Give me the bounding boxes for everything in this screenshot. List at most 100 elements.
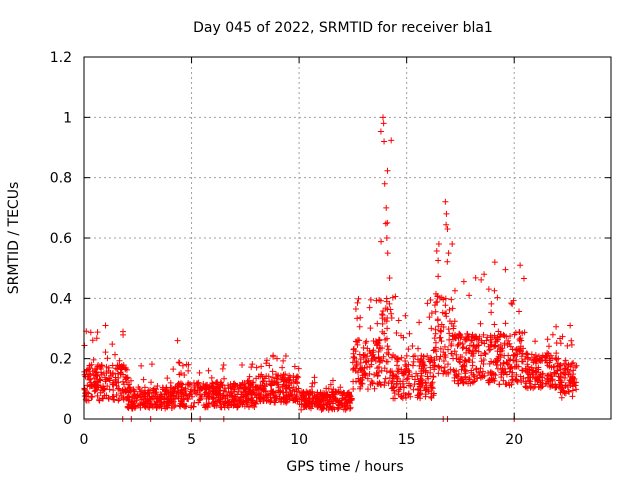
data-point <box>366 304 373 311</box>
data-point <box>329 377 336 384</box>
data-point <box>220 393 227 400</box>
data-point <box>545 350 552 357</box>
data-point <box>379 312 386 319</box>
data-point <box>391 395 398 402</box>
data-point <box>277 388 284 395</box>
data-point <box>156 403 163 410</box>
data-point <box>151 385 158 392</box>
data-point <box>125 381 132 388</box>
data-point <box>279 364 286 371</box>
data-point <box>379 320 386 327</box>
data-point <box>494 294 501 301</box>
data-point <box>440 358 447 365</box>
data-point <box>478 276 485 283</box>
data-point <box>138 390 145 397</box>
data-point <box>197 391 204 398</box>
data-point <box>129 398 136 405</box>
data-point <box>179 362 186 369</box>
data-point <box>407 393 414 400</box>
data-points <box>81 114 580 422</box>
data-point <box>478 358 485 365</box>
data-point <box>293 393 300 400</box>
data-point <box>272 393 279 400</box>
data-point <box>515 346 522 353</box>
data-point <box>507 332 514 339</box>
data-point <box>411 352 418 359</box>
data-point <box>457 359 464 366</box>
data-point <box>364 375 371 382</box>
data-point <box>569 393 576 400</box>
data-point <box>96 397 103 404</box>
data-point <box>442 310 449 317</box>
data-point <box>294 380 301 387</box>
data-point <box>206 383 213 390</box>
data-point <box>185 367 192 374</box>
axis-layer: 0 0.2 0.4 0.6 0.8 1 1.2 0 5 10 15 20 <box>50 50 611 448</box>
data-point <box>518 353 525 360</box>
data-point <box>242 383 249 390</box>
data-point <box>449 240 456 247</box>
data-point <box>384 358 391 365</box>
data-point <box>249 397 256 404</box>
data-point <box>514 351 521 358</box>
data-point <box>238 391 245 398</box>
data-point <box>184 395 191 402</box>
data-point <box>271 399 278 406</box>
data-point <box>265 391 272 398</box>
data-point <box>513 371 520 378</box>
data-point <box>122 366 129 373</box>
data-point <box>314 399 321 406</box>
data-point <box>491 321 498 328</box>
data-point <box>502 266 509 273</box>
data-point <box>269 368 276 375</box>
data-point <box>146 404 153 411</box>
data-point <box>175 393 182 400</box>
data-point <box>418 368 425 375</box>
data-point <box>359 380 366 387</box>
data-point <box>276 387 283 394</box>
data-point <box>355 375 362 382</box>
data-point <box>460 344 467 351</box>
data-point <box>281 382 288 389</box>
data-point <box>398 366 405 373</box>
data-point <box>356 351 363 358</box>
data-point <box>476 372 483 379</box>
data-point <box>402 312 409 319</box>
data-point <box>335 388 342 395</box>
data-point <box>296 401 303 408</box>
data-point <box>391 390 398 397</box>
data-point <box>508 373 515 380</box>
data-point <box>437 327 444 334</box>
data-point <box>210 385 217 392</box>
data-point <box>94 392 101 399</box>
data-point <box>154 382 161 389</box>
data-point <box>558 394 565 401</box>
data-point <box>471 378 478 385</box>
data-point <box>202 404 209 411</box>
data-point <box>215 396 222 403</box>
data-point <box>497 346 504 353</box>
data-point <box>416 391 423 398</box>
data-point <box>187 388 194 395</box>
data-point <box>261 394 268 401</box>
data-point <box>325 385 332 392</box>
data-point <box>437 345 444 352</box>
data-point <box>104 355 111 362</box>
data-point <box>115 385 122 392</box>
data-point <box>416 362 423 369</box>
data-point <box>109 381 116 388</box>
data-point <box>205 400 212 407</box>
data-point <box>178 386 185 393</box>
data-point <box>442 354 449 361</box>
y-tick-label: 1.2 <box>50 50 72 66</box>
data-point <box>549 355 556 362</box>
data-point <box>85 390 92 397</box>
data-point <box>446 330 453 337</box>
data-point <box>521 329 528 336</box>
data-point <box>435 323 442 330</box>
data-point <box>283 399 290 406</box>
data-point <box>431 302 438 309</box>
data-point <box>425 375 432 382</box>
data-point <box>286 392 293 399</box>
data-point <box>448 296 455 303</box>
